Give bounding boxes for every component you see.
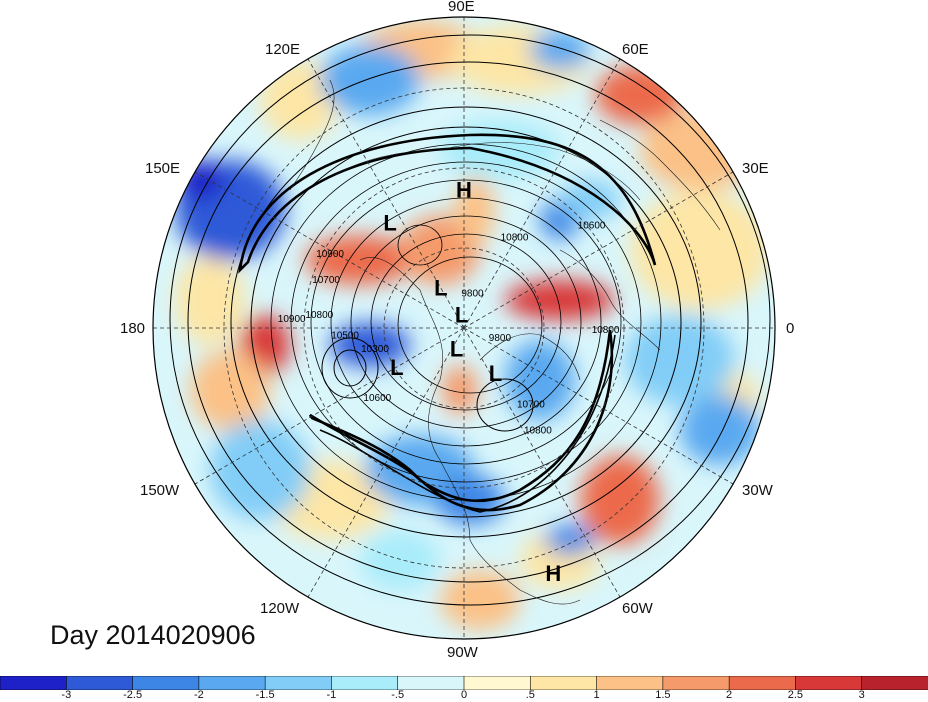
contour-label: 10600 — [578, 220, 606, 231]
pressure-center-low: L — [489, 361, 502, 386]
contour-label: 10800 — [305, 310, 333, 321]
pressure-center-high: H — [545, 561, 561, 586]
lon-label-60w: 60W — [622, 600, 653, 617]
contour-label: 10600 — [363, 393, 391, 404]
colorbar-tick-label: -1 — [326, 689, 337, 701]
colorbar-tick-label: 3 — [858, 689, 865, 701]
lon-label-180: 180 — [120, 320, 146, 337]
contour-label: 9800 — [461, 288, 484, 299]
colorbar-tick-label: 2 — [726, 689, 733, 701]
colorbar-tick-label: .5 — [525, 689, 535, 701]
lon-label-150e: 150E — [145, 160, 181, 177]
contour-label: 10300 — [361, 344, 389, 355]
coastlines-outline — [289, 79, 721, 605]
pressure-center-high: H — [456, 178, 472, 203]
colorbar-tick-label: -1.5 — [255, 689, 275, 701]
map-boundary — [152, 16, 776, 640]
lon-label-90e: 90E — [448, 0, 475, 15]
colorbar-swatch — [397, 676, 465, 690]
colorbar-swatch — [132, 676, 200, 690]
pressure-center-low: L — [455, 303, 468, 328]
colorbar-tick-label: 0 — [460, 689, 468, 701]
lon-label-90w: 90W — [447, 644, 478, 661]
colorbar-swatch — [264, 676, 333, 690]
lon-label-60e: 60E — [622, 41, 649, 58]
colorbar-tick-label: 2.5 — [787, 689, 804, 701]
lon-label-150w: 150W — [140, 482, 180, 499]
colorbar-swatch — [198, 676, 266, 690]
colorbar-swatch — [463, 676, 532, 690]
colorbar-swatch — [0, 676, 68, 690]
contour-lines — [169, 34, 771, 606]
contour-label: 9800 — [489, 333, 512, 344]
colorbar-swatch — [331, 676, 399, 690]
colorbar-swatch — [596, 676, 664, 690]
colorbar-swatch — [728, 676, 797, 690]
colorbar-swatch — [65, 676, 134, 690]
colorbar-tick-label: -2 — [194, 689, 204, 701]
graticule — [153, 17, 775, 639]
pressure-center-low: L — [434, 276, 447, 301]
colorbar-tick-label: 1 — [593, 689, 600, 701]
lon-label-30e: 30E — [742, 160, 769, 177]
day-label: Day 2014020906 — [50, 620, 256, 650]
contour-label: 10800 — [524, 426, 552, 437]
colorbar-tick-label: -.5 — [391, 689, 405, 701]
lon-label-120w: 120W — [260, 600, 300, 617]
pressure-center-low: L — [383, 211, 396, 236]
contour-label: 10900 — [278, 314, 306, 325]
colorbar-swatch — [861, 676, 928, 690]
colorbar-swatch — [662, 676, 730, 690]
lon-label-30w: 30W — [742, 482, 773, 499]
colorbar-swatch — [529, 676, 598, 690]
contour-label: 10900 — [316, 249, 344, 260]
pressure-center-low: L — [390, 355, 403, 380]
contour-label: 10800 — [592, 325, 620, 336]
lon-label-0: 0 — [786, 320, 795, 337]
anomaly-shading — [175, 20, 770, 630]
colorbar-swatch — [795, 676, 863, 690]
colorbar-tick-label: -3 — [61, 689, 72, 701]
lon-label-120e: 120E — [265, 41, 301, 58]
contour-label: 10700 — [312, 275, 340, 286]
contour-label: 10800 — [501, 233, 529, 244]
contour-label: 10700 — [517, 400, 545, 411]
contour-label: 10500 — [331, 330, 359, 341]
colorbar — [0, 676, 928, 690]
colorbar-tick-label: -2.5 — [123, 689, 143, 701]
pressure-center-low: L — [450, 336, 463, 361]
colorbar-tick-label: 1.5 — [655, 689, 671, 701]
